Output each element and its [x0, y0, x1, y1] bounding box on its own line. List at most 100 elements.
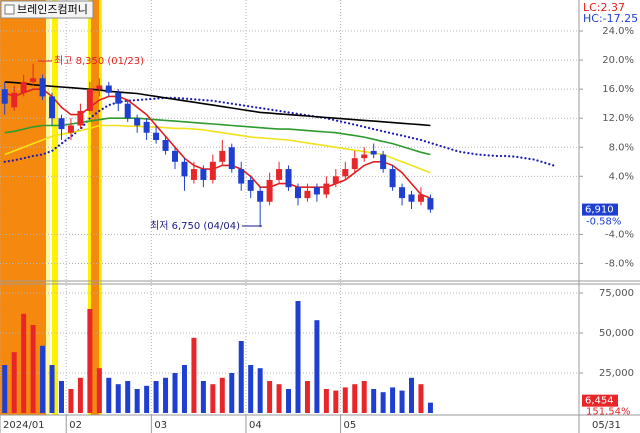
y-tick-label: 20.0%: [602, 55, 634, 66]
moving-average-line: [4, 88, 431, 199]
volume-bar: [11, 352, 17, 413]
candle-body: [304, 190, 311, 199]
volume-bar: [68, 389, 74, 413]
candle-body: [30, 78, 37, 82]
x-tick-label: 02: [69, 420, 82, 431]
volume-bar: [276, 384, 282, 413]
volume-bar: [409, 377, 415, 413]
stock-title: 브레인즈컴퍼니: [17, 3, 88, 16]
highlight-band: [52, 0, 58, 415]
candle-body: [228, 147, 235, 170]
volume-bar: [21, 313, 27, 413]
volume-bar: [77, 377, 83, 413]
candle-body: [417, 194, 424, 202]
candle-body: [209, 161, 216, 180]
volume-bar: [248, 365, 254, 413]
volume-bar: [115, 384, 121, 413]
date-label: 05/31: [592, 420, 621, 431]
volume-bar: [352, 384, 358, 413]
candle-body: [58, 118, 65, 130]
plot-area: [0, 0, 578, 415]
candle-body: [134, 118, 141, 126]
candle-body: [294, 187, 301, 199]
x-tick-label: 2024/01: [3, 420, 45, 431]
volume-bar: [390, 387, 396, 413]
highlight-band: [91, 0, 99, 415]
y-tick-label: 75,000: [599, 288, 634, 299]
highlight-band: [88, 0, 91, 415]
candle-body: [172, 150, 179, 162]
annotation: 최저 6,750 (04/04): [150, 220, 240, 232]
volume-bar: [399, 390, 405, 413]
volume-bar: [49, 365, 55, 413]
y-tick-label: 16.0%: [602, 84, 634, 95]
candle-body: [238, 169, 245, 184]
volume-bar: [427, 402, 433, 413]
candle-body: [96, 85, 103, 90]
y-tick-label: -8.0%: [605, 258, 634, 269]
volume-bar: [191, 337, 197, 413]
y-tick-label: -4.0%: [605, 229, 634, 240]
moving-average-line: [4, 124, 431, 174]
candle-body: [276, 169, 283, 180]
volume-bar: [238, 341, 244, 413]
volume-bar: [323, 389, 329, 413]
candle-body: [323, 183, 330, 195]
candle-body: [20, 81, 27, 93]
x-tick-label: 03: [154, 420, 167, 431]
volume-bar: [58, 381, 64, 413]
title-icon[interactable]: [4, 4, 15, 15]
y-tick-label: 12.0%: [602, 113, 634, 124]
candle-body: [370, 150, 377, 155]
candle-body: [408, 194, 415, 202]
volume-bar: [200, 381, 206, 413]
y-tick-label: 50,000: [599, 328, 634, 339]
volume-bar: [267, 381, 273, 413]
candle-body: [86, 89, 93, 111]
volume-bar: [125, 381, 131, 413]
volume-bar: [219, 377, 225, 413]
candle-body: [380, 154, 387, 170]
volume-bar: [96, 368, 102, 413]
candle-body: [389, 169, 396, 188]
candle-body: [285, 169, 292, 188]
volume-bar: [380, 392, 386, 413]
volume-bar: [2, 365, 8, 413]
candle-body: [115, 92, 122, 104]
candle-body: [266, 179, 273, 202]
volume-bar: [229, 373, 235, 413]
candle-body: [67, 125, 74, 133]
y-tick-label: 4.0%: [609, 171, 634, 182]
y-tick-label: 8.0%: [609, 142, 634, 153]
volume-bar: [314, 320, 320, 413]
change-label: -0.58%: [586, 217, 621, 228]
last-volume: 6,454: [585, 396, 614, 407]
volume-bar: [106, 377, 112, 413]
volume-bar: [87, 309, 93, 413]
volume-bar: [371, 389, 377, 413]
title-box: [0, 0, 94, 19]
candle-body: [124, 103, 131, 119]
volume-bar: [333, 390, 339, 413]
volume-bar: [181, 365, 187, 413]
candle-body: [257, 190, 264, 202]
y-tick-label: 25,000: [599, 368, 634, 379]
volume-bar: [304, 381, 310, 413]
volume-bar: [257, 368, 263, 413]
price-box: [582, 203, 618, 216]
candle-body: [1, 89, 8, 104]
y-tick-label: 24.0%: [602, 26, 634, 37]
candle-body: [351, 158, 358, 170]
volume-bar: [40, 345, 46, 413]
volume-bar: [172, 373, 178, 413]
candle-body: [77, 110, 84, 126]
x-tick-label: 05: [344, 420, 357, 431]
volume-bar: [153, 381, 159, 413]
candle-body: [162, 140, 169, 151]
candle-body: [427, 198, 434, 210]
last-price: 6,910: [585, 205, 614, 216]
moving-average-line: [4, 117, 431, 156]
highlight-band: [99, 0, 102, 415]
candle-body: [49, 96, 56, 119]
